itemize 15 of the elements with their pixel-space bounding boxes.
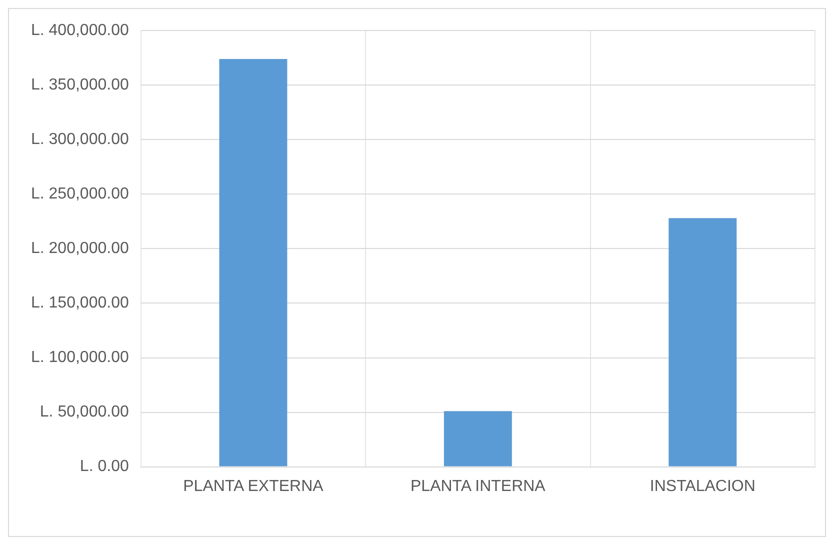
bar [444,411,512,466]
y-tick-label: L. 50,000.00 [40,404,129,421]
y-tick-label: L. 100,000.00 [30,349,129,366]
y-tick-label: L. 250,000.00 [30,186,129,203]
bar [668,218,737,466]
y-tick-label: L. 300,000.00 [30,131,129,148]
y-tick-label: L. 150,000.00 [30,294,129,312]
y-tick-label: L. 350,000.00 [30,76,129,94]
y-tick-label: L. 400,000.00 [30,22,129,40]
bar [219,58,288,466]
x-tick-label: PLANTA INTERNA [410,478,546,495]
x-tick-label: PLANTA EXTERNA [183,478,324,495]
y-tick-label: L. 0.00 [80,458,129,476]
y-tick-label: L. 200,000.00 [30,240,129,258]
x-tick-label: INSTALACION [650,478,756,495]
